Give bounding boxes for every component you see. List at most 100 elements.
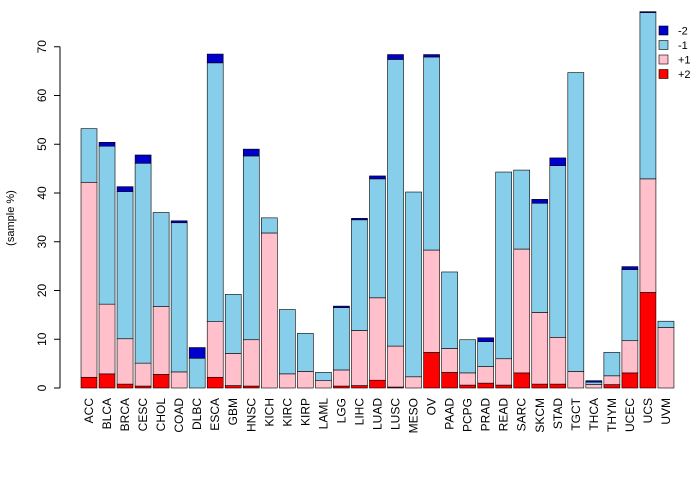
- x-tick-label: KICH: [262, 398, 276, 427]
- bar-segment-UCS--1: [639, 12, 657, 180]
- bar-segment-KICH--1: [260, 217, 278, 234]
- x-tick-label: PAAD: [443, 398, 457, 430]
- x-tick-label: TGCT: [569, 397, 583, 430]
- bar-segment-TGCT--1: [567, 72, 585, 372]
- x-tick-label: UCEC: [623, 398, 637, 432]
- bar-segment-OV--1: [423, 56, 440, 251]
- bar-segment-THCA--2: [585, 380, 603, 383]
- bar-segment-LGG--2: [333, 305, 350, 308]
- x-tick-label: LAML: [316, 398, 330, 430]
- bar-segment-ACC-+2: [80, 376, 98, 389]
- x-tick-label: ESCA: [208, 398, 222, 431]
- bar-segment-OV-+1: [423, 249, 440, 353]
- bar-segment-LIHC-+1: [351, 330, 368, 386]
- bar-segment-SKCM-+2: [531, 383, 549, 389]
- bar-segment-GBM--1: [224, 294, 242, 354]
- bar-segment-STAD-+2: [549, 383, 567, 389]
- bars: [80, 11, 675, 389]
- bar-segment-LUSC--1: [387, 59, 404, 347]
- x-tick-label: MESO: [407, 398, 421, 433]
- bar-segment-PRAD-+1: [477, 366, 494, 384]
- bar-segment-UCS-+2: [639, 292, 657, 389]
- bar-segment-DLBC--2: [188, 347, 206, 359]
- bar-segment-BRCA-+2: [116, 383, 134, 389]
- bar-segment-LAML--1: [315, 372, 332, 381]
- bar-segment-CHOL--1: [152, 212, 170, 307]
- bar-segment-CESC-+1: [134, 362, 152, 387]
- y-tick-label: 50: [35, 137, 49, 151]
- x-tick-label: BRCA: [118, 398, 132, 431]
- x-tick-label: LUSC: [389, 398, 403, 430]
- y-tick-label: 0: [35, 384, 49, 391]
- x-tick-label: READ: [497, 398, 511, 432]
- bar-segment-PRAD--2: [477, 337, 494, 342]
- bar-segment-LAML-+1: [315, 380, 332, 389]
- y-tick-label: 70: [35, 40, 49, 54]
- bar-segment-BLCA-+1: [98, 303, 116, 375]
- bar-segment-UCEC-+1: [621, 340, 639, 374]
- bar-segment-HNSC--2: [242, 148, 260, 157]
- legend-label: -1: [678, 40, 688, 52]
- bar-segment-GBM-+2: [224, 385, 242, 389]
- bar-segment-HNSC-+1: [242, 339, 260, 387]
- bar-segment-OV--2: [423, 54, 440, 58]
- bar-segment-STAD--1: [549, 165, 567, 338]
- legend-label: +1: [678, 55, 691, 67]
- bar-segment-STAD-+1: [549, 336, 567, 385]
- bar-segment-LUSC-+1: [387, 345, 404, 388]
- bar-segment-LIHC--1: [351, 219, 368, 331]
- bar-segment-UVM--1: [657, 320, 675, 328]
- bar-segment-OV-+2: [423, 352, 440, 389]
- y-axis-label: (sample %): [5, 190, 17, 246]
- bar-segment-DLBC--1: [188, 357, 206, 389]
- bar-segment-HNSC--1: [242, 155, 260, 341]
- bar-segment-BRCA-+1: [116, 338, 134, 385]
- legend-label: +2: [678, 69, 691, 81]
- bar-segment-SARC--1: [513, 169, 531, 250]
- legend-label: -2: [678, 26, 688, 38]
- x-tick-label: ACC: [82, 398, 96, 424]
- bar-segment-SARC-+1: [513, 248, 531, 374]
- x-tick-label: GBM: [226, 398, 240, 425]
- bar-segment-THYM--1: [603, 352, 621, 377]
- bar-segment-COAD-+1: [170, 371, 188, 389]
- bar-segment-SARC-+2: [513, 372, 531, 389]
- bar-segment-THCA-+1: [585, 384, 603, 389]
- bar-segment-MESO--1: [405, 191, 422, 378]
- bar-segment-KIRC--1: [279, 309, 296, 375]
- legend-swatch: [658, 69, 669, 79]
- bar-segment-BRCA--2: [116, 186, 134, 192]
- bar-segment-BLCA-+2: [98, 373, 116, 389]
- bar-segment-ESCA-+2: [206, 376, 224, 389]
- bar-segment-LIHC--2: [351, 218, 368, 221]
- x-tick-label: THCA: [587, 398, 601, 431]
- x-tick-label: UVM: [659, 398, 673, 425]
- bar-segment-THYM-+2: [603, 384, 621, 389]
- x-tick-label: CESC: [136, 398, 150, 432]
- bar-segment-ACC--1: [80, 128, 98, 183]
- bar-segment-UVM-+1: [657, 327, 675, 389]
- legend-swatch: [658, 40, 669, 50]
- y-tick-label: 20: [35, 284, 49, 298]
- bar-segment-LUSC--2: [387, 54, 404, 60]
- bar-segment-PRAD-+2: [477, 382, 494, 389]
- bar-segment-CESC--2: [134, 154, 152, 164]
- x-tick-label: LIHC: [352, 398, 366, 426]
- bar-segment-LUAD--2: [369, 175, 386, 180]
- bar-segment-LUAD-+2: [369, 379, 386, 389]
- y-tick-label: 60: [35, 89, 49, 103]
- legend-swatch: [658, 54, 669, 65]
- bar-segment-UCEC--2: [621, 266, 639, 270]
- bar-segment-UCS-+1: [639, 178, 657, 293]
- bar-segment-ESCA--1: [206, 62, 224, 322]
- bar-segment-CHOL-+2: [152, 374, 170, 389]
- bar-segment-PAAD-+2: [441, 372, 458, 389]
- bar-segment-UCEC-+2: [621, 372, 639, 389]
- bar-segment-CHOL-+1: [152, 306, 170, 375]
- bar-segment-PAAD--1: [441, 271, 458, 349]
- bar-segment-ESCA-+1: [206, 321, 224, 378]
- bar-segment-READ--1: [495, 171, 512, 360]
- x-tick-label: KIRP: [298, 398, 312, 426]
- x-tick-label: BLCA: [100, 398, 114, 429]
